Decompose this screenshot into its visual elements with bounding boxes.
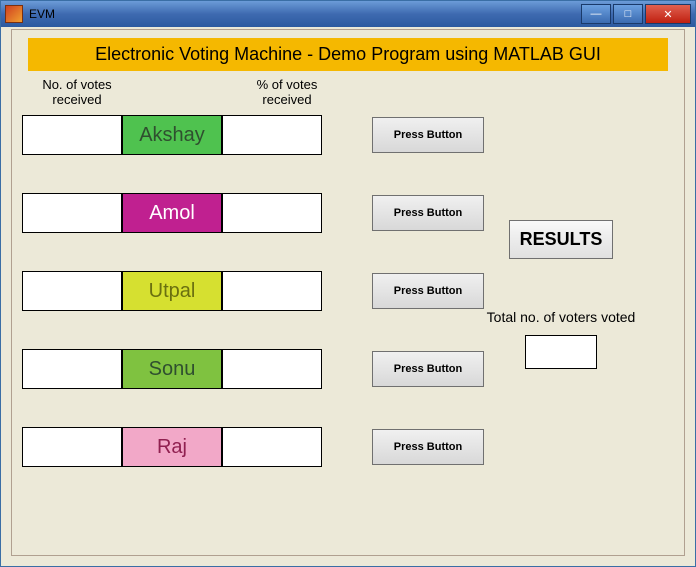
votes-field bbox=[22, 349, 122, 389]
window-title: EVM bbox=[29, 7, 579, 21]
total-voters-field bbox=[525, 335, 597, 369]
results-button[interactable]: RESULTS bbox=[509, 220, 614, 259]
close-button[interactable]: ✕ bbox=[645, 4, 691, 24]
percent-field bbox=[222, 193, 322, 233]
candidate-name: Utpal bbox=[122, 271, 222, 311]
votes-field bbox=[22, 193, 122, 233]
right-panel: RESULTS Total no. of voters voted bbox=[466, 220, 656, 369]
press-button[interactable]: Press Button bbox=[372, 429, 484, 465]
candidate-row: Akshay Press Button bbox=[22, 115, 674, 155]
page-title: Electronic Voting Machine - Demo Program… bbox=[28, 38, 668, 71]
client-area: Electronic Voting Machine - Demo Program… bbox=[11, 29, 685, 556]
app-window: EVM — □ ✕ Electronic Voting Machine - De… bbox=[0, 0, 696, 567]
press-button[interactable]: Press Button bbox=[372, 117, 484, 153]
percent-field bbox=[222, 115, 322, 155]
percent-field bbox=[222, 349, 322, 389]
maximize-button[interactable]: □ bbox=[613, 4, 643, 24]
header-votes: No. of votes received bbox=[22, 77, 132, 107]
titlebar: EVM — □ ✕ bbox=[1, 1, 695, 27]
header-percent: % of votes received bbox=[232, 77, 342, 107]
candidate-row: Raj Press Button bbox=[22, 427, 674, 467]
votes-field bbox=[22, 115, 122, 155]
votes-field bbox=[22, 271, 122, 311]
votes-field bbox=[22, 427, 122, 467]
total-voters-label: Total no. of voters voted bbox=[466, 309, 656, 325]
candidate-name: Raj bbox=[122, 427, 222, 467]
candidate-name: Sonu bbox=[122, 349, 222, 389]
percent-field bbox=[222, 271, 322, 311]
column-headers: No. of votes received % of votes receive… bbox=[22, 77, 674, 107]
candidate-name: Amol bbox=[122, 193, 222, 233]
minimize-button[interactable]: — bbox=[581, 4, 611, 24]
percent-field bbox=[222, 427, 322, 467]
matlab-icon bbox=[5, 5, 23, 23]
candidate-name: Akshay bbox=[122, 115, 222, 155]
